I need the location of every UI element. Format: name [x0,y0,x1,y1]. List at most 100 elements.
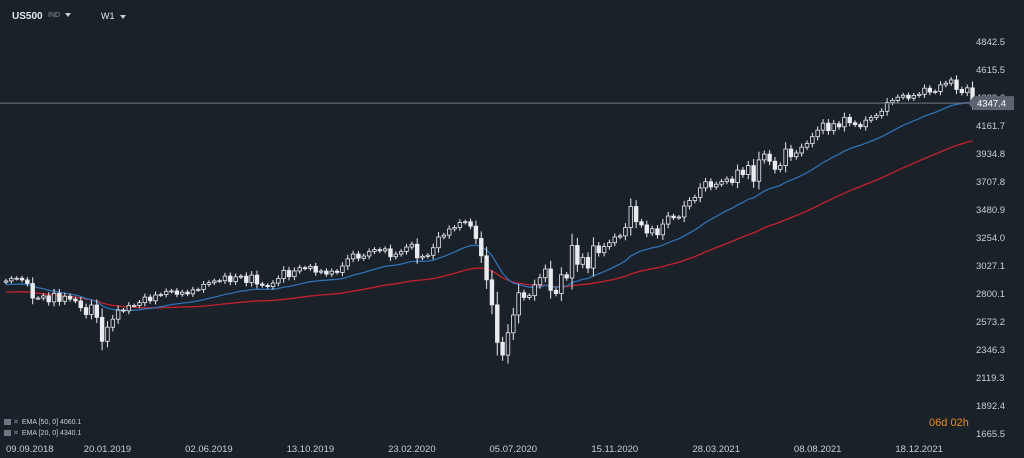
candle-body [735,169,740,183]
candle-body [500,341,505,356]
candle-body [463,221,468,224]
candle-body [703,181,708,189]
candle-body [73,298,78,302]
candle-body [965,87,970,94]
candle-body [543,268,548,279]
x-tick-label: 02.06.2019 [185,444,233,455]
candle-body [794,152,799,158]
candle-body [751,165,756,182]
candle-body [532,284,537,297]
x-tick-label: 23.02.2020 [388,444,436,455]
close-icon[interactable]: ✕ [13,419,19,426]
candle-body [756,159,762,182]
candle-body [655,228,660,236]
candle-body [388,248,393,258]
candle-body [836,123,842,128]
candle-body [398,251,404,255]
candle-body [260,283,265,286]
candle-body [436,236,441,249]
candle-body [142,296,148,304]
symbol-label[interactable]: US500 [12,11,43,22]
indicator-dropdown[interactable]: IND [48,12,72,19]
candle-body [607,242,612,248]
candle-body [409,243,415,248]
settings-icon[interactable] [4,430,11,437]
candle-body [276,278,281,284]
candle-body [19,277,25,281]
candle-body [137,302,142,306]
candle-body [302,267,308,270]
candle-body [484,255,489,281]
candle-body [254,274,260,285]
candle-body [265,284,270,288]
candle-body [591,245,596,269]
candle-body [852,122,858,126]
candle-body [222,275,228,282]
ema-20-line [5,101,973,312]
candle-body [511,314,516,334]
candle-body [78,300,83,308]
candle-body [249,274,254,283]
y-tick-label: 2346.3 [976,345,1005,356]
candle-body [916,93,922,96]
candle-body [938,84,943,92]
close-icon[interactable]: ✕ [13,430,19,437]
candle-body [847,116,852,124]
candle-body [623,227,628,237]
candle-body [361,255,366,259]
candle-body [345,258,350,267]
chevron-down-icon [65,13,72,18]
candle-body [180,291,185,295]
candle-body [201,283,206,290]
candle-body [110,318,115,328]
legend-ema-50[interactable]: ✕ EMA [50, 0] 4060.1 [4,418,81,426]
candle-body [3,280,9,283]
y-tick-label: 2573.2 [976,317,1005,328]
candle-body [601,246,607,254]
candle-body [719,181,724,185]
countdown-h: h [962,417,969,429]
candle-body [196,289,201,291]
legend-ema-20[interactable]: ✕ EMA [20, 0] 4340.1 [4,429,81,437]
settings-icon[interactable] [4,419,11,426]
candle-body [35,297,41,300]
candle-body [911,95,916,99]
candle-body [698,187,703,198]
candle-body [163,290,169,295]
candle-body [826,122,831,132]
y-tick-label: 3254.0 [976,233,1005,244]
y-tick-label: 4842.5 [976,37,1005,48]
candle-body [906,94,911,99]
candle-body [62,295,67,302]
candle-body [356,253,361,259]
candle-body [9,278,14,282]
candle-body [948,79,954,84]
candle-body [441,234,447,238]
timeframe-dropdown[interactable]: W1 [101,11,126,21]
candle-body [473,225,479,239]
candle-body [863,119,868,128]
y-tick-label: 2119.3 [976,373,1004,384]
candle-body [404,246,409,252]
candle-body [548,268,553,291]
candle-body [313,265,318,273]
candle-body [783,148,788,166]
indicator-label: IND [48,12,61,19]
candle-body [692,197,698,202]
candle-body [94,304,99,318]
candle-body [190,289,196,295]
candle-body [633,206,639,223]
candle-body [820,122,826,131]
candle-body [788,148,794,158]
candle-body [639,221,644,226]
candle-body [553,289,559,294]
candle-body [377,249,382,252]
y-tick-label: 4161.7 [976,121,1005,132]
candle-body [815,129,820,138]
candle-body [83,307,89,316]
countdown-hours: 02 [950,417,963,429]
candle-body [612,236,617,244]
x-tick-label: 15.11.2020 [591,444,638,455]
y-tick-label: 2800.1 [976,289,1005,300]
